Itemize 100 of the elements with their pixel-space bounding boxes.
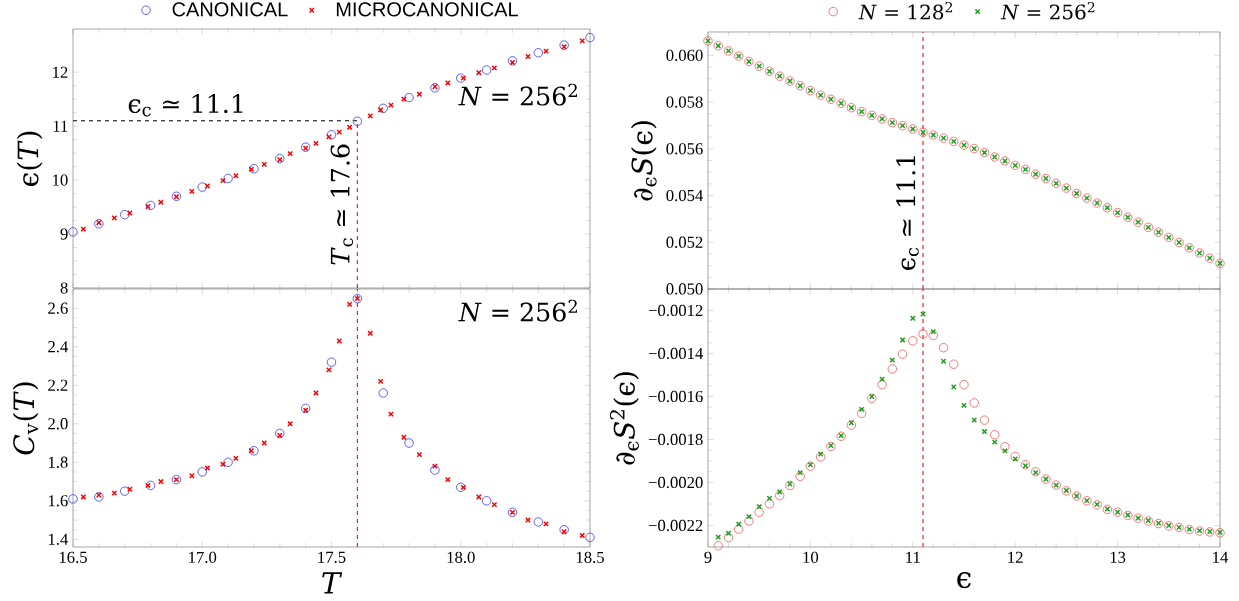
point [959,380,969,390]
point [1010,451,1020,462]
point [481,65,492,75]
legend-label: CANONICAL [172,2,288,17]
y-tick-label: 10 [53,174,68,186]
y-tick-label: −0.0012 [648,304,703,317]
x-tick-label: 12 [1008,551,1023,563]
point [979,415,990,425]
point [120,486,130,496]
y-tick-label: 2.4 [48,341,69,353]
x-tick-label: 16.5 [59,551,87,563]
point [795,471,805,481]
point [990,430,1000,440]
point [775,490,785,501]
point [949,359,959,369]
point [533,48,543,58]
y-tick-label: 0.054 [666,189,704,202]
point [744,516,754,526]
point [981,428,988,435]
y-tick-label: 1.6 [48,495,68,507]
point [918,329,928,339]
x-axis-title: T [322,572,343,594]
y-tick-label: 0.056 [666,143,703,155]
point [326,357,337,367]
point [887,364,897,374]
point [908,336,918,346]
point [367,330,374,337]
point [197,467,207,477]
point [909,315,916,322]
point [969,398,979,408]
legend-label: N = 256$^{2}$ [1000,1,1095,20]
point [877,380,887,390]
point [858,406,865,413]
y-tick-label: −0.0018 [648,433,703,446]
y-axis-title: C$_{v}$(T) [12,382,39,455]
point [94,492,104,502]
y-tick-label: −0.0022 [648,519,703,532]
point [249,446,259,456]
y-tick-label: 11 [53,120,68,132]
point [481,496,492,506]
x-axis-title: ϵ [957,572,971,589]
point [352,116,363,126]
point [223,173,233,184]
annotation: N = 256$^{2}$ [458,299,577,322]
x-tick-label: 17.0 [189,551,217,564]
y-tick-label: 8 [60,282,68,294]
point [456,482,466,492]
legend-label: N = 128$^{2}$ [858,1,953,20]
x-tick-label: 13 [1110,551,1126,563]
point [223,457,233,467]
point [867,393,877,404]
point [754,507,764,517]
point [404,438,414,448]
point [897,349,908,359]
point [430,465,440,475]
point [456,73,466,83]
point [68,494,78,504]
legend-label: MICROCANONICAL [336,2,518,17]
y-tick-label: −0.0014 [648,347,704,360]
x-tick-label: 10 [803,551,819,563]
point [460,484,467,491]
point [388,102,394,108]
ref-line-label: T$_{c}$ ≃ 17.6 [330,144,354,265]
point [525,517,531,523]
point [723,532,734,543]
x-tick-label: 18.0 [447,551,475,564]
point [275,428,285,439]
point [879,376,885,382]
point [1000,442,1010,452]
y-tick-label: 0.052 [666,236,703,248]
point [785,480,795,491]
y-tick-label: −0.0020 [648,476,703,489]
point [533,517,543,527]
point [734,524,744,534]
point [928,330,938,341]
x-tick-label: 17.5 [318,551,346,563]
y-axis-title: ∂$_{ϵ}$S(ϵ) [630,121,657,201]
y-tick-label: 0.058 [666,96,703,108]
x-tick-label: 14 [1213,551,1229,563]
point [815,452,826,462]
point [713,541,723,551]
point [300,403,311,414]
point [431,463,438,470]
point [326,130,337,140]
point [377,378,384,385]
ref-line-label: ϵ$_{c}$ ≃ 11.1 [896,156,919,270]
y-tick-label: 0.060 [666,49,703,62]
x-tick-label: 9 [704,551,712,563]
point [491,501,498,508]
point [846,420,857,430]
point [585,32,595,43]
point [585,532,595,543]
point [249,164,259,174]
point [938,343,949,353]
point [120,209,130,220]
y-tick-label: 0.050 [666,283,703,295]
point [68,227,78,237]
x-tick-label: 18.5 [576,551,604,564]
point [197,182,207,192]
y-tick-label: 9 [60,228,68,240]
